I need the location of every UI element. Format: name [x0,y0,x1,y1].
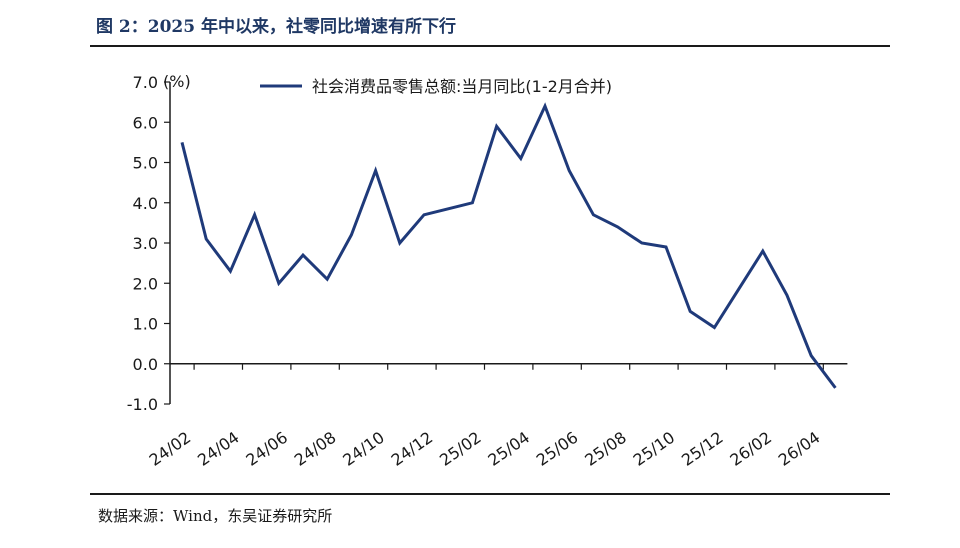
x-tick-label: 24/04 [194,428,243,470]
chart-title: 图 2：2025 年中以来，社零同比增速有所下行 [96,17,456,37]
x-tick-label: 25/04 [484,428,533,470]
y-tick-label: -1.0 [127,395,158,414]
y-tick-label: 6.0 [133,113,158,132]
x-tick-label: 24/08 [291,428,340,470]
x-tick-label: 25/02 [436,428,485,470]
x-axis-ticks: 24/02 24/04 24/06 24/08 24/10 24/12 25/02 25/04… [146,363,824,470]
y-tick-label: 5.0 [133,154,158,173]
x-tick-label: 26/04 [775,428,824,470]
x-tick-label: 25/06 [533,428,582,470]
chart-series [180,102,837,389]
source-note: 数据来源：Wind，东吴证券研究所 [98,507,333,525]
chart-legend: 社会消费品零售总额:当月同比(1-2月合并) [260,77,612,96]
y-tick-label: 4.0 [133,194,158,213]
x-tick-label: 25/08 [581,428,630,470]
y-tick-label: 3.0 [133,234,158,253]
legend-label: 社会消费品零售总额:当月同比(1-2月合并) [312,77,612,96]
y-tick-label: 0.0 [133,355,158,374]
chart-axes [169,82,848,404]
y-axis-ticks: 7.0 6.0 5.0 4.0 3.0 2.0 1.0 0.0 -1.0 [127,73,170,414]
x-tick-label: 24/12 [388,428,437,470]
x-tick-label: 24/02 [146,428,195,470]
y-tick-label: 7.0 [133,73,158,92]
y-tick-label: 2.0 [133,274,158,293]
y-tick-label: 1.0 [133,315,158,334]
series-line [180,102,837,389]
x-tick-label: 26/02 [726,428,775,470]
x-tick-label: 24/06 [242,428,291,470]
x-tick-label: 25/12 [678,428,727,470]
bottom-divider [90,493,890,495]
y-axis-unit: (%) [163,72,191,91]
x-tick-label: 25/10 [630,428,679,470]
x-tick-label: 24/10 [339,428,388,470]
top-divider [90,45,890,47]
